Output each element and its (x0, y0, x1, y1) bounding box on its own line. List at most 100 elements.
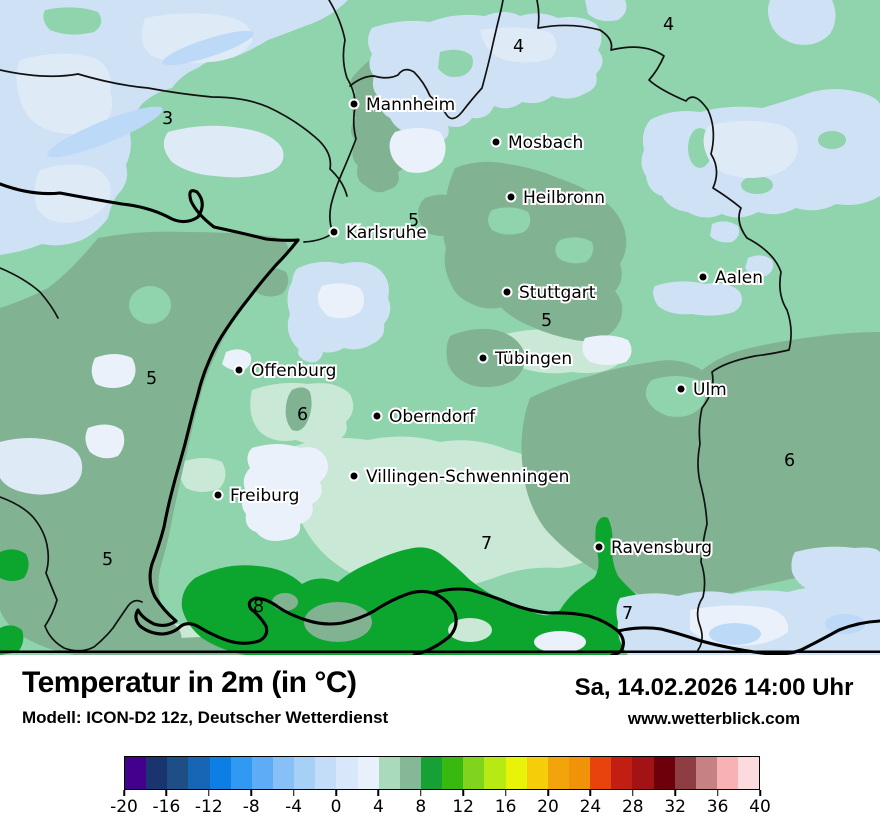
colorbar-segment (272, 757, 295, 789)
colorbar-tick-label: 32 (664, 797, 687, 817)
colorbar-tick-label: 28 (621, 797, 644, 817)
colorbar-tick-mark (547, 790, 549, 796)
city-label: Offenburg (251, 361, 336, 381)
map-frame-line (0, 650, 880, 653)
city-marker-mannheim: Mannheim (348, 93, 457, 117)
colorbar-segment (146, 757, 168, 789)
colorbar-segment (484, 757, 506, 789)
city-label: Mannheim (366, 95, 455, 115)
model-info: Modell: ICON-D2 12z, Deutscher Wetterdie… (22, 708, 389, 727)
colorbar-segment (251, 757, 273, 789)
city-marker-heilbronn: Heilbronn (505, 186, 607, 210)
map-footer: Temperatur in 2m (in °C) Modell: ICON-D2… (0, 655, 880, 830)
colorbar-tick-label: 4 (372, 797, 384, 817)
colorbar-segment (568, 757, 591, 789)
value-label: 7 (622, 604, 633, 624)
colorbar-tick-mark (504, 790, 507, 796)
colorbar-segment (590, 757, 612, 789)
colorbar-tick-mark (250, 790, 252, 796)
city-label: Oberndorf (389, 407, 476, 427)
value-label: 3 (162, 109, 173, 129)
colorbar-tick-mark (420, 790, 422, 796)
city-marker-ravensburg: Ravensburg (593, 536, 714, 560)
colorbar-segment (230, 757, 252, 789)
colorbar-tick-label: 12 (452, 797, 475, 817)
page-title: Temperatur in 2m (in °C) (22, 666, 357, 699)
value-label: 6 (297, 405, 308, 425)
city-dot (477, 352, 489, 364)
colorbar-tick-mark (208, 790, 210, 796)
colorbar-ticks: -20 -16 -12 -8 -4 0 4 8 12 16 20 24 28 32 36 40 (110, 790, 771, 830)
colorbar-tick-mark (589, 790, 592, 796)
colorbar-tick-mark (292, 790, 295, 796)
colorbar-segment (294, 757, 316, 789)
value-label: 4 (663, 15, 674, 35)
colorbar-tick-label: 20 (537, 797, 559, 817)
colorbar-segment (188, 757, 210, 789)
city-label: Tübingen (494, 349, 572, 369)
colorbar-tick-label: -12 (194, 797, 223, 817)
city-dot (675, 383, 687, 395)
colorbar-tick-mark (759, 790, 761, 796)
city-marker-freiburg: Freiburg (212, 484, 301, 508)
colorbar-tick-label: 0 (330, 797, 342, 817)
colorbar-segment (611, 757, 633, 789)
colorbar-segment (399, 757, 421, 789)
colorbar-tick-mark (123, 790, 125, 796)
value-label: 5 (146, 369, 157, 389)
value-label: 5 (541, 311, 552, 331)
colorbar-tick-label: 8 (415, 797, 427, 817)
state-borders (0, 0, 792, 652)
city-dot (501, 286, 513, 298)
city-label: Villingen-Schwenningen (366, 467, 569, 487)
colorbar-tick-label: -8 (242, 797, 260, 817)
colorbar-tick-mark (674, 790, 676, 796)
colorbar-tick-label: -16 (152, 797, 181, 817)
colorbar-tick-label: 24 (579, 797, 602, 817)
colorbar-segment (336, 757, 358, 789)
city-dot (348, 470, 360, 482)
colorbar-segment (695, 757, 717, 789)
colorbar-segment (653, 757, 675, 789)
city-label: Ravensburg (611, 538, 712, 558)
colorbar-tick-mark (335, 790, 337, 796)
temperature-map: 3 4 4 5 5 5 6 5 6 7 8 7 Mannheim (0, 0, 880, 655)
regions-bright-green (0, 517, 648, 655)
colorbar-segment (357, 757, 379, 789)
website-url: www.wetterblick.com (627, 709, 801, 728)
colorbar-segment (315, 757, 337, 789)
value-label: 8 (253, 597, 264, 617)
city-dot (212, 489, 224, 501)
city-dot (328, 226, 340, 238)
colorbar-tick-label: -4 (285, 797, 303, 817)
colorbar-segment (632, 757, 654, 789)
temperature-value-labels: 3 4 4 5 5 5 6 5 6 7 8 7 (102, 15, 795, 624)
colorbar-tick-mark (165, 790, 168, 796)
city-label: Karlsruhe (346, 223, 427, 243)
city-marker-tuebingen: Tübingen (477, 347, 574, 371)
city-dot (593, 541, 605, 553)
colorbar-tick-mark (632, 790, 634, 796)
city-dot (233, 364, 245, 376)
city-marker-karlsruhe: Karlsruhe (328, 221, 429, 245)
map-canvas: 3 4 4 5 5 5 6 5 6 7 8 7 Mannheim (0, 0, 880, 655)
temperature-colorbar (124, 756, 760, 790)
colorbar-segment (526, 757, 548, 789)
colorbar-segment (209, 757, 231, 789)
city-marker-ulm: Ulm (675, 378, 729, 402)
city-marker-mosbach: Mosbach (490, 131, 585, 155)
colorbar-segment (442, 757, 464, 789)
colorbar-tick-mark (462, 790, 464, 796)
colorbar-segment (378, 757, 400, 789)
colorbar-segment (738, 757, 760, 789)
city-dot (371, 410, 383, 422)
city-dot (490, 136, 502, 148)
value-label: 7 (481, 534, 492, 554)
colorbar-segment (420, 757, 443, 789)
colorbar-segment (505, 757, 527, 789)
colorbar-tick-label: -20 (110, 797, 138, 817)
valid-datetime: Sa, 14.02.2026 14:00 Uhr (574, 674, 854, 701)
city-dot (348, 98, 360, 110)
city-markers: Mannheim Mosbach Heilbronn Karlsruhe Stu… (212, 93, 765, 560)
